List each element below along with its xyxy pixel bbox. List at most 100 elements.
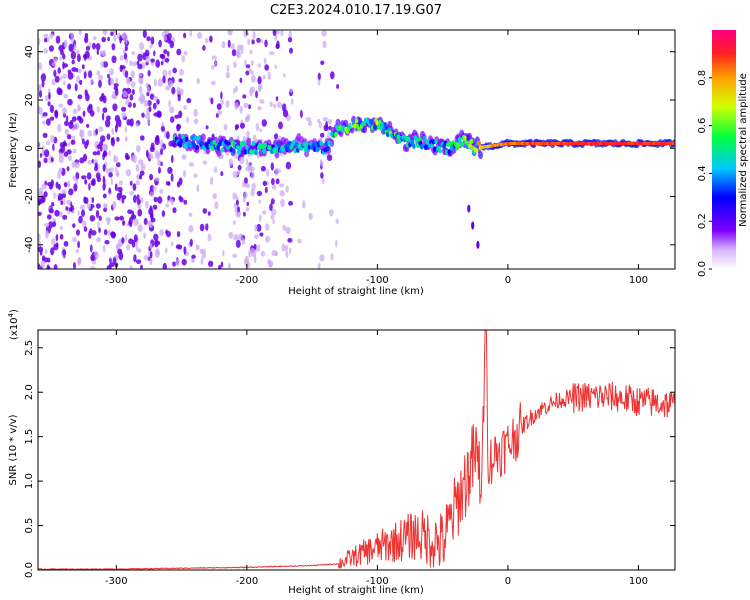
noise-cell bbox=[232, 220, 236, 226]
noise-cell bbox=[168, 80, 173, 88]
noise-cell bbox=[78, 215, 83, 224]
noise-cell bbox=[138, 97, 142, 102]
signal-cell bbox=[178, 142, 183, 148]
noise-cell bbox=[284, 244, 289, 251]
noise-cell bbox=[66, 199, 72, 205]
noise-cell bbox=[149, 251, 153, 259]
noise-cell bbox=[248, 104, 252, 110]
spectrogram-y-label: Frequency (Hz) bbox=[8, 112, 19, 188]
noise-cell bbox=[121, 106, 127, 112]
noise-cell bbox=[280, 198, 285, 208]
noise-cell bbox=[170, 173, 174, 182]
noise-cell bbox=[100, 135, 106, 143]
noise-cell bbox=[202, 208, 208, 214]
noise-cell bbox=[71, 161, 76, 168]
noise-cell bbox=[81, 64, 85, 70]
noise-cell bbox=[104, 240, 110, 245]
noise-cell bbox=[228, 231, 234, 239]
noise-cell bbox=[46, 214, 52, 220]
noise-cell bbox=[89, 215, 96, 222]
noise-cell bbox=[270, 214, 275, 220]
noise-cell bbox=[308, 212, 313, 221]
noise-cell bbox=[211, 65, 215, 70]
noise-cell bbox=[199, 223, 205, 232]
noise-cell bbox=[162, 69, 168, 78]
noise-cell bbox=[285, 250, 289, 259]
noise-cell bbox=[289, 47, 293, 54]
spectrogram-x-label: Height of straight line (km) bbox=[288, 286, 424, 297]
noise-cell bbox=[90, 179, 96, 186]
noise-cell bbox=[131, 239, 136, 248]
noise-cell bbox=[86, 172, 92, 180]
noise-cell bbox=[132, 183, 137, 191]
noise-cell bbox=[249, 166, 255, 172]
noise-cell bbox=[51, 202, 55, 207]
signal-halo-cell bbox=[478, 151, 483, 160]
noise-cell bbox=[84, 36, 89, 44]
noise-cell bbox=[159, 189, 164, 194]
noise-cell bbox=[63, 80, 66, 86]
signal-cell bbox=[251, 140, 256, 146]
secondary-trace-cell bbox=[476, 240, 480, 249]
noise-cell bbox=[72, 108, 78, 114]
noise-cell bbox=[67, 98, 73, 106]
signal-cell bbox=[378, 119, 382, 125]
noise-cell bbox=[189, 238, 193, 247]
noise-cell bbox=[68, 121, 74, 129]
noise-cell bbox=[95, 203, 101, 209]
noise-cell bbox=[183, 246, 187, 255]
signal-cell bbox=[474, 148, 479, 154]
noise-cell bbox=[288, 200, 294, 206]
noise-cell bbox=[153, 196, 158, 203]
noise-cell bbox=[183, 105, 187, 110]
noise-cell bbox=[166, 131, 170, 140]
noise-cell bbox=[222, 249, 225, 257]
noise-cell bbox=[271, 208, 277, 216]
noise-cell bbox=[186, 97, 192, 104]
noise-cell bbox=[264, 39, 268, 48]
noise-cell bbox=[205, 37, 209, 44]
noise-cell bbox=[233, 61, 237, 69]
noise-cell bbox=[205, 223, 209, 231]
noise-cell bbox=[92, 151, 98, 156]
noise-cell bbox=[77, 94, 83, 100]
noise-cell bbox=[102, 107, 108, 113]
noise-cell bbox=[61, 107, 68, 115]
noise-cell bbox=[212, 193, 217, 200]
signal-halo-cell bbox=[343, 119, 349, 128]
noise-cell bbox=[263, 57, 267, 65]
noise-cell bbox=[128, 220, 132, 226]
noise-cell bbox=[256, 223, 262, 232]
noise-cell bbox=[287, 37, 293, 43]
noise-cell bbox=[169, 40, 175, 49]
noise-cell bbox=[122, 90, 128, 98]
noise-cell bbox=[75, 178, 79, 185]
noise-cell bbox=[157, 196, 163, 204]
signal-cell bbox=[469, 138, 474, 144]
noise-cell bbox=[181, 55, 185, 63]
noise-cell bbox=[189, 30, 193, 37]
noise-cell bbox=[153, 96, 159, 101]
noise-cell bbox=[73, 262, 76, 269]
noise-cell bbox=[202, 45, 206, 51]
noise-cell bbox=[112, 200, 117, 210]
noise-cell bbox=[164, 247, 168, 254]
noise-cell bbox=[141, 112, 145, 118]
noise-cell bbox=[113, 85, 119, 91]
noise-cell bbox=[124, 70, 129, 79]
signal-cell bbox=[242, 140, 246, 146]
noise-cell bbox=[96, 144, 102, 150]
noise-cell bbox=[157, 78, 163, 87]
noise-cell bbox=[176, 48, 182, 56]
noise-cell bbox=[260, 165, 266, 172]
noise-cell bbox=[168, 99, 171, 108]
noise-cell bbox=[83, 54, 86, 59]
noise-cell bbox=[77, 53, 81, 63]
noise-cell bbox=[261, 119, 267, 127]
noise-cell bbox=[48, 45, 55, 52]
noise-cell bbox=[260, 250, 266, 257]
signal-cell bbox=[207, 139, 211, 145]
noise-cell bbox=[319, 159, 323, 164]
noise-cell bbox=[146, 91, 150, 97]
noise-cell bbox=[270, 162, 274, 171]
